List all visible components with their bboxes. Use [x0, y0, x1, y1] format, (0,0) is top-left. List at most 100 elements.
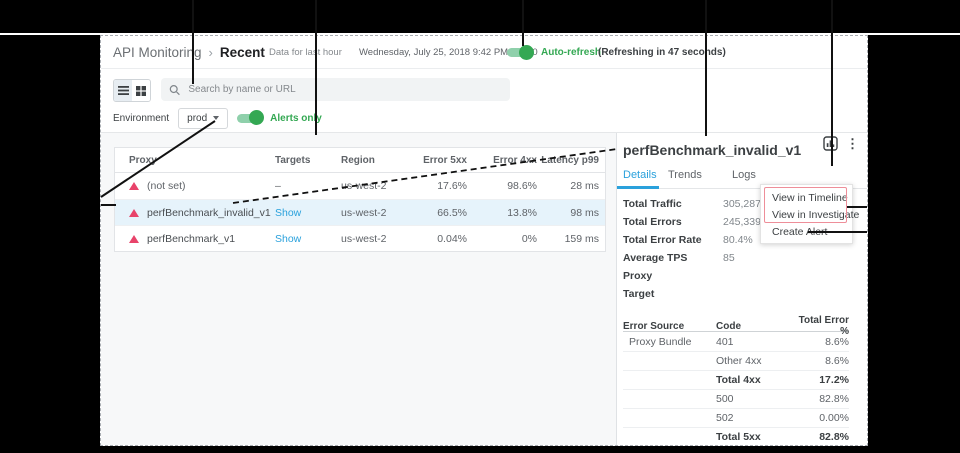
col-latency: Latency p99: [541, 154, 599, 166]
latency-cell: 28 ms: [570, 180, 599, 192]
breadcrumb-root[interactable]: API Monitoring: [113, 45, 202, 60]
code-cell: Total 5xx: [716, 431, 761, 443]
tab-details[interactable]: Details: [623, 169, 657, 181]
error-table-row-total: Total 5xx 82.8%: [623, 427, 849, 446]
proxy-name: perfBenchmark_v1: [147, 232, 236, 245]
error4xx-cell: 0%: [521, 232, 537, 245]
grid-view-button[interactable]: [132, 80, 150, 101]
col-region: Region: [341, 154, 375, 166]
page-title: Recent: [219, 45, 265, 60]
search-box: [161, 78, 510, 101]
overflow-menu-icon[interactable]: ⋮: [846, 136, 859, 151]
environment-dropdown[interactable]: prod: [178, 107, 229, 129]
search-input[interactable]: [186, 83, 502, 96]
environment-value: prod: [187, 112, 208, 124]
menu-item-view-in-timeline[interactable]: View in Timeline: [772, 191, 848, 204]
code-cell: 500: [716, 393, 734, 405]
alerts-only-label: Alerts only: [270, 112, 322, 124]
table-header-row: Proxy Targets Region Error 5xx Error 4xx…: [115, 148, 605, 173]
col-proxy: Proxy: [129, 154, 157, 166]
alert-triangle-icon: [129, 208, 139, 217]
error5xx-cell: 17.6%: [437, 180, 467, 192]
menu-item-view-in-investigate[interactable]: View in Investigate: [772, 208, 860, 221]
caret-down-icon: [213, 116, 220, 120]
stat-row: Total Traffic 305,287: [623, 195, 861, 213]
stat-value: 245,339: [723, 216, 761, 228]
top-band-divider: [0, 33, 960, 35]
error-table-row: Proxy Bundle 401 8.6%: [623, 332, 849, 351]
detail-panel-title: perfBenchmark_invalid_v1: [623, 142, 802, 158]
show-targets-link[interactable]: Show: [275, 206, 302, 219]
stat-label: Proxy: [623, 270, 653, 282]
error-source-cell: Proxy Bundle: [629, 335, 692, 348]
table-row-selected[interactable]: perfBenchmark_invalid_v1 Show us-west-2 …: [115, 199, 605, 225]
code-cell: Total 4xx: [716, 374, 761, 386]
stat-label: Average TPS: [623, 252, 688, 264]
api-monitoring-window: API Monitoring › Recent Data for last ho…: [100, 35, 868, 446]
stat-label: Target: [623, 288, 655, 300]
targets-cell: –: [275, 180, 281, 192]
tab-logs[interactable]: Logs: [732, 169, 756, 181]
stat-row: Proxy: [623, 267, 861, 285]
alert-triangle-icon: [129, 182, 139, 190]
auto-refresh-label: Auto-refresh: [541, 47, 602, 58]
grid-view-icon: [136, 85, 146, 96]
auto-refresh-toggle[interactable]: [507, 44, 534, 60]
pct-cell: 0.00%: [819, 412, 849, 424]
error-table-header: Error Source Code Total Error %: [623, 315, 849, 337]
stat-row: Target: [623, 285, 861, 303]
search-icon: [169, 84, 180, 95]
error-table-row-total: Total 4xx 17.2%: [623, 370, 849, 389]
environment-row: Environment prod Alerts only: [113, 106, 322, 130]
col-error-source: Error Source: [623, 320, 685, 332]
context-menu: View in Timeline View in Investigate Cre…: [760, 184, 860, 244]
stat-label: Total Traffic: [623, 198, 682, 210]
region-cell: us-west-2: [341, 180, 387, 192]
pct-cell: 8.6%: [825, 355, 849, 367]
stat-row: Total Error Rate 80.4%: [623, 231, 861, 249]
chart-icon[interactable]: [823, 136, 838, 151]
table-row[interactable]: perfBenchmark_v1 Show us-west-2 0.04% 0%…: [115, 225, 605, 251]
alerts-only-toggle[interactable]: [237, 110, 265, 125]
show-targets-link[interactable]: Show: [275, 232, 302, 245]
stat-value: 85: [723, 252, 735, 264]
stat-label: Total Error Rate: [623, 234, 702, 246]
detail-tabs: Details Trends Logs: [617, 163, 867, 189]
annotation-highlight-box: [764, 187, 847, 223]
stat-label: Total Errors: [623, 216, 682, 228]
view-toggle-group: [113, 79, 151, 102]
list-view-icon: [117, 86, 129, 95]
tab-trends[interactable]: Trends: [668, 169, 702, 181]
code-cell: 401: [716, 335, 734, 348]
table-row[interactable]: (not set) – us-west-2 17.6% 98.6% 28 ms: [115, 173, 605, 199]
col-error4xx: Error 4xx: [493, 154, 537, 166]
alert-triangle-icon: [129, 234, 139, 243]
detail-panel: perfBenchmark_invalid_v1 Details Trends …: [616, 133, 867, 445]
code-cell: Other 4xx: [716, 355, 762, 367]
pct-cell: 17.2%: [819, 374, 849, 386]
pct-cell: 82.8%: [819, 431, 849, 443]
stat-value: 305,287: [723, 198, 761, 210]
error-source-table: Error Source Code Total Error % Proxy Bu…: [623, 315, 849, 446]
panel-actions: ⋮: [823, 136, 859, 151]
pct-cell: 8.6%: [825, 335, 849, 348]
col-total-error-pct: Total Error %: [798, 315, 849, 337]
list-view-button[interactable]: [114, 80, 132, 101]
error-table-row: Other 4xx 8.6%: [623, 351, 849, 370]
col-targets: Targets: [275, 154, 311, 166]
proxy-table: Proxy Targets Region Error 5xx Error 4xx…: [114, 147, 606, 252]
refresh-countdown: (Refreshing in 47 seconds): [598, 47, 726, 58]
breadcrumb: API Monitoring › Recent: [113, 36, 265, 69]
stat-row: Total Errors 245,339: [623, 213, 861, 231]
proxy-name: (not set): [147, 180, 186, 192]
menu-item-create-alert[interactable]: Create Alert: [772, 225, 828, 238]
pct-cell: 82.8%: [819, 393, 849, 405]
latency-cell: 159 ms: [564, 232, 599, 245]
detail-stats: Total Traffic 305,287 Total Errors 245,339…: [623, 195, 861, 303]
stat-value: 80.4%: [723, 234, 753, 246]
error4xx-cell: 98.6%: [507, 180, 537, 192]
error5xx-cell: 66.5%: [437, 206, 467, 219]
breadcrumb-separator: ›: [208, 45, 213, 60]
titlebar: API Monitoring › Recent Data for last ho…: [101, 36, 867, 69]
